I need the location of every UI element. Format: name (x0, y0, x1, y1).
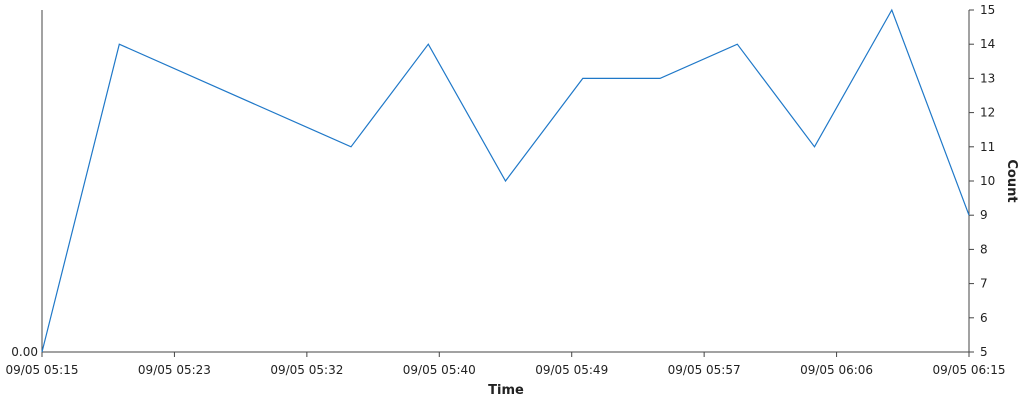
y-tick-label: 15 (980, 3, 995, 17)
y-tick-label: 8 (980, 242, 988, 256)
x-tick-label: 09/05 05:40 (403, 363, 476, 377)
series-line (41, 8, 970, 353)
y-tick-label: 11 (980, 140, 995, 154)
x-tick-label: 09/05 05:49 (535, 363, 608, 377)
x-tick-label: 09/05 05:23 (138, 363, 211, 377)
y-axis-title: Count (1004, 159, 1019, 202)
x-axis-ticks: 09/05 05:15 09/05 05:23 09/05 05:32 09/05 0… (6, 352, 1006, 377)
y-tick-label: 7 (980, 277, 988, 291)
y-tick-label: 10 (980, 174, 995, 188)
y-tick-label: 6 (980, 311, 988, 325)
x-tick-label: 09/05 05:32 (270, 363, 343, 377)
y-tick-label: 14 (980, 37, 995, 51)
x-tick-label: 09/05 05:15 (6, 363, 79, 377)
x-tick-label: 09/05 06:06 (800, 363, 873, 377)
y-tick-label: 13 (980, 71, 995, 85)
y-tick-label: 12 (980, 106, 995, 120)
y-tick-label: 5 (980, 345, 988, 359)
x-axis-title: Time (488, 383, 524, 398)
series-group (41, 8, 970, 353)
left-axis-tick-label: 0.00 (11, 345, 38, 359)
x-tick-label: 09/05 06:15 (933, 363, 1006, 377)
y-axis-ticks: 5 6 7 8 9 10 11 12 13 14 15 (969, 3, 995, 359)
y-tick-label: 9 (980, 208, 988, 222)
x-tick-label: 09/05 05:57 (668, 363, 741, 377)
